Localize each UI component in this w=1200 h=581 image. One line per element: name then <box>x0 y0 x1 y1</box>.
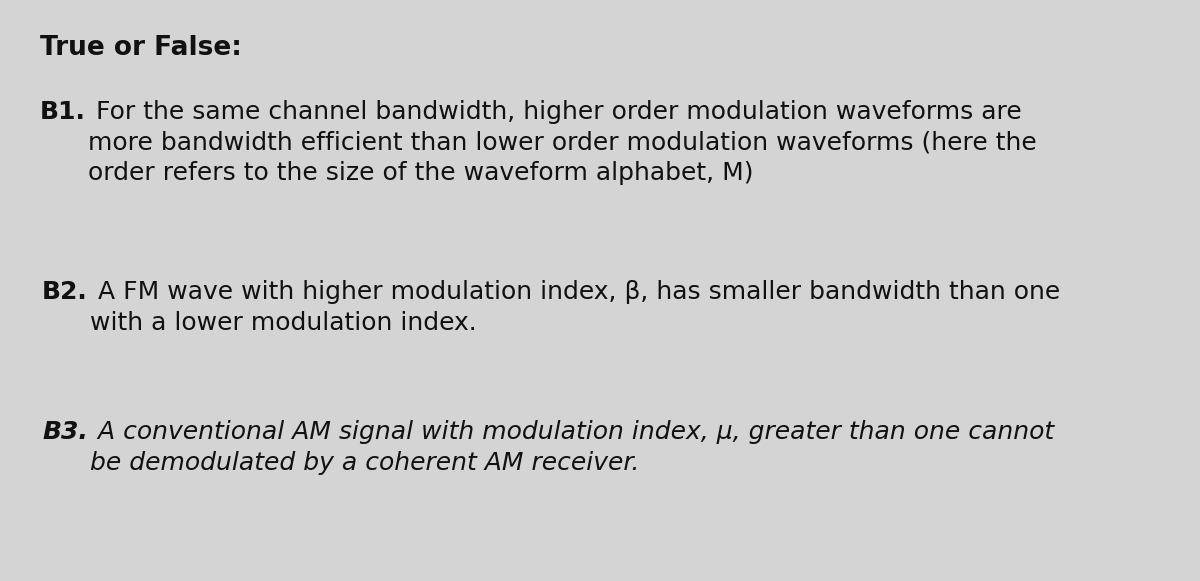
Text: B3.: B3. <box>42 420 88 444</box>
Text: B2.: B2. <box>42 280 88 304</box>
Text: For the same channel bandwidth, higher order modulation waveforms are
more bandw: For the same channel bandwidth, higher o… <box>88 100 1037 185</box>
Text: A FM wave with higher modulation index, β, has smaller bandwidth than one
with a: A FM wave with higher modulation index, … <box>90 280 1060 335</box>
Text: B1.: B1. <box>40 100 86 124</box>
Text: True or False:: True or False: <box>40 35 242 61</box>
Text: A conventional AM signal with modulation index, μ, greater than one cannot
be de: A conventional AM signal with modulation… <box>90 420 1054 475</box>
